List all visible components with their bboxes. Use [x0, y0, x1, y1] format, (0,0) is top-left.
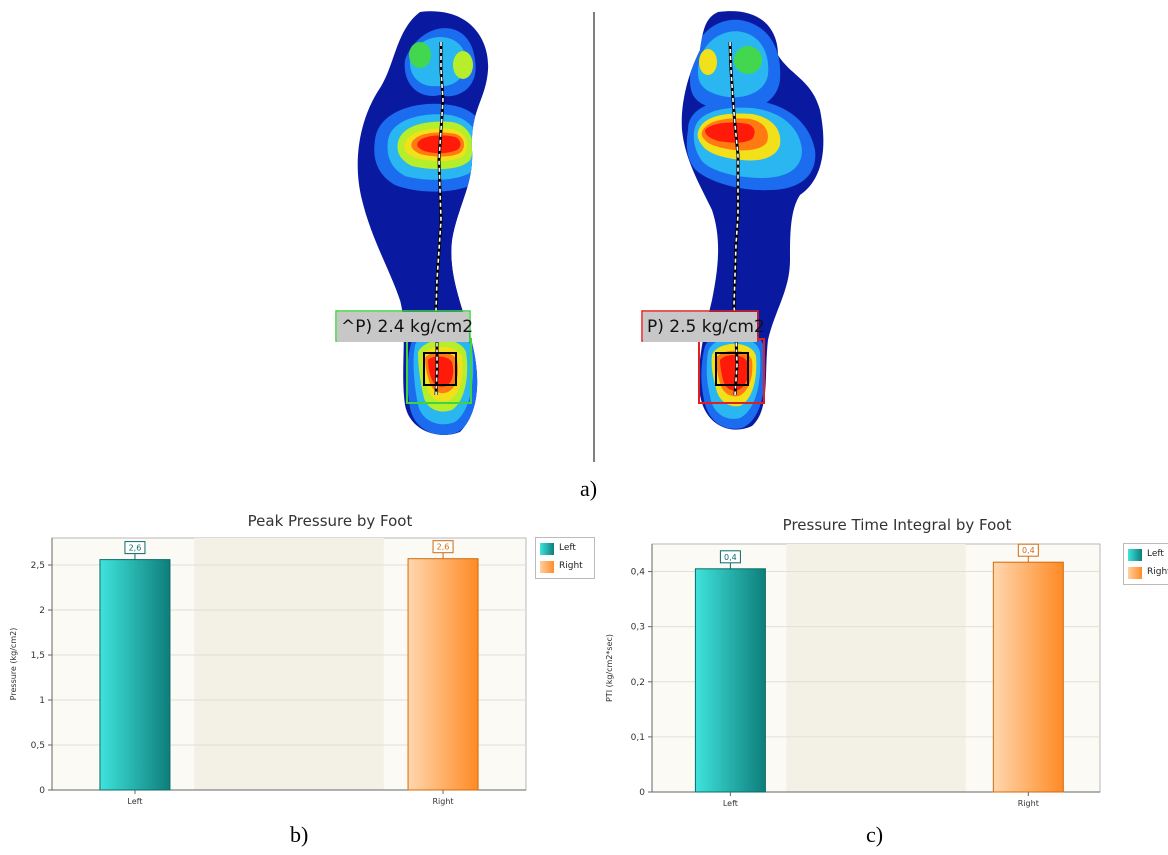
y-axis-label: Pressure (kg/cm2)	[9, 628, 18, 701]
legend-item-right: Right	[536, 559, 594, 575]
y-tick-label: 0,4	[631, 568, 646, 578]
caption-b: b)	[290, 822, 309, 847]
plot-band	[786, 544, 966, 792]
peak-pressure-chart: 0 0,5 1 1,5 2 2,5 Pressure (kg/cm2) 2,6 Left 2,6 R…	[9, 537, 527, 806]
right-peak-box	[715, 352, 749, 386]
y-tick-label: 0,1	[631, 733, 645, 743]
legend-item-left: Left	[1124, 547, 1168, 563]
legend-swatch-left	[540, 543, 554, 555]
caption-c: c)	[866, 822, 884, 847]
left-peak-box	[423, 352, 457, 386]
plot-band	[194, 538, 384, 790]
legend-label-left: Left	[1147, 549, 1164, 559]
legend-label-right: Right	[559, 561, 583, 571]
y-tick-label: 2,5	[31, 561, 45, 571]
legend-label-right: Right	[1147, 567, 1168, 577]
y-tick-label: 0	[39, 786, 45, 796]
chart-c-legend: Left Right	[1123, 543, 1168, 585]
bar-right	[992, 561, 1064, 793]
foot-pressure-maps	[335, 11, 824, 462]
x-tick-label: Right	[433, 797, 454, 806]
chart-b-legend: Left Right	[535, 537, 595, 579]
left-foot-map	[335, 11, 489, 435]
y-tick-label: 0,3	[631, 623, 645, 633]
data-label: 0,4	[724, 553, 737, 562]
data-label-box	[719, 550, 741, 564]
data-label-box	[1017, 543, 1039, 557]
y-tick-label: 0,5	[31, 741, 45, 751]
chart-b-title: Peak Pressure by Foot	[247, 512, 413, 530]
x-tick-label: Left	[127, 797, 142, 806]
legend-swatch-right	[1128, 567, 1142, 579]
legend-label-left: Left	[559, 543, 576, 553]
y-tick-label: 1,5	[31, 651, 45, 661]
data-label-box	[124, 541, 146, 555]
legend-item-right: Right	[1124, 565, 1168, 581]
x-tick-label: Left	[723, 799, 738, 808]
data-label: 0,4	[1022, 546, 1035, 555]
right-foot-map	[641, 11, 824, 430]
left-peak-pressure-label: ^P) 2.4 kg/cm2	[337, 312, 473, 342]
bar-left	[694, 568, 766, 793]
y-tick-label: 0	[639, 788, 645, 798]
x-tick-label: Right	[1018, 799, 1039, 808]
bar-left	[99, 559, 171, 791]
data-label: 2,6	[129, 544, 142, 553]
legend-swatch-left	[1128, 549, 1142, 561]
data-label-box	[432, 540, 454, 554]
right-peak-pressure-label: P) 2.5 kg/cm2	[643, 312, 765, 342]
bar-right	[407, 558, 479, 791]
data-label: 2,6	[437, 543, 450, 552]
y-axis-label: PTI (kg/cm2*sec)	[605, 634, 614, 702]
y-tick-label: 0,2	[631, 678, 645, 688]
pti-chart: 0 0,1 0,2 0,3 0,4 PTI (kg/cm2*sec) 0,4 Left 0,4 R…	[605, 543, 1101, 808]
legend-item-left: Left	[536, 541, 594, 557]
legend-swatch-right	[540, 561, 554, 573]
y-tick-label: 2	[39, 606, 45, 616]
y-tick-label: 1	[39, 696, 45, 706]
caption-a: a)	[580, 476, 598, 501]
chart-c-title: Pressure Time Integral by Foot	[782, 516, 1012, 534]
